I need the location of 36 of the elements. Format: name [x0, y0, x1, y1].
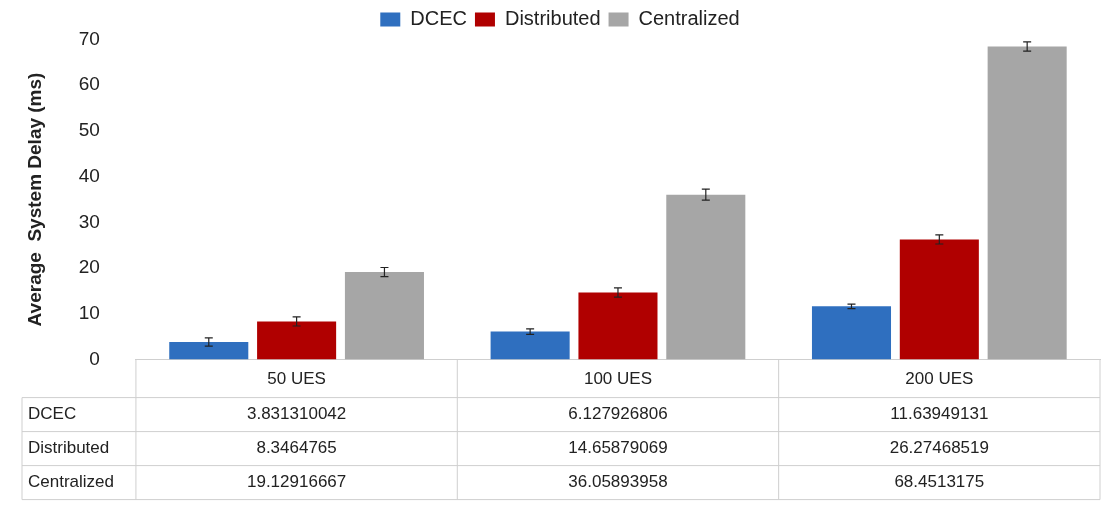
- y-tick-label: 50: [78, 119, 100, 141]
- bar: [899, 239, 979, 360]
- text: Centralized: [28, 472, 114, 492]
- data-label: 14.65879069: [568, 438, 668, 458]
- y-tick-label: 30: [78, 210, 100, 232]
- bar: [344, 272, 424, 360]
- bar: [811, 306, 892, 360]
- bar: [666, 194, 746, 360]
- legend-label: Distributed: [504, 6, 601, 29]
- bar: [490, 331, 570, 360]
- y-tick-label: 0: [89, 347, 100, 369]
- x-tick-label: 200 UES: [905, 369, 974, 389]
- data-label: 11.63949131: [890, 404, 989, 424]
- y-tick-label: 70: [78, 27, 100, 49]
- data-label: 3.831310042: [246, 404, 347, 424]
- y-axis-title: Average System Delay (ms): [23, 72, 45, 327]
- text: Distributed: [28, 438, 110, 458]
- data-label: 36.05893958: [568, 472, 668, 492]
- data-label: 6.127926806: [568, 404, 668, 424]
- bar: [987, 46, 1067, 360]
- y-tick-label: 40: [78, 164, 100, 186]
- data-label: 8.3464765: [256, 438, 337, 458]
- x-tick-label: 50 UES: [267, 369, 326, 389]
- data-label: 26.27468519: [889, 438, 989, 458]
- x-tick-label: 100 UES: [583, 369, 652, 389]
- data-label: 68.4513175: [894, 472, 985, 492]
- text: DCEC: [28, 404, 77, 424]
- bar: [578, 292, 658, 360]
- bar: [257, 321, 337, 360]
- legend-label: Centralized: [638, 6, 740, 29]
- bar: [169, 342, 249, 360]
- y-tick-label: 10: [78, 302, 100, 324]
- y-tick-label: 20: [78, 256, 100, 278]
- y-tick-label: 60: [78, 73, 100, 95]
- legend-label: DCEC: [410, 6, 467, 29]
- data-label: 19.12916667: [246, 472, 347, 492]
